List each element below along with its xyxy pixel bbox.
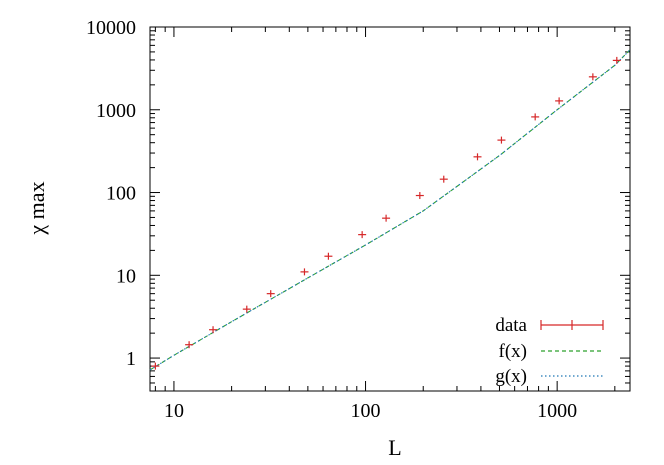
data-point bbox=[358, 231, 367, 239]
data-point bbox=[209, 326, 218, 334]
y-tick-label: 100 bbox=[106, 183, 136, 205]
data-point bbox=[324, 252, 333, 260]
legend-label-g: g(x) bbox=[495, 366, 527, 387]
data-point bbox=[531, 113, 540, 121]
data-point bbox=[588, 73, 597, 81]
data-point bbox=[612, 56, 621, 64]
legend-label-f: f(x) bbox=[499, 341, 527, 362]
x-tick-label: 10 bbox=[164, 400, 184, 422]
data-point bbox=[151, 362, 160, 370]
legend-entry-data: data bbox=[495, 315, 604, 336]
data-points bbox=[151, 56, 621, 370]
y-tick-label: 1000 bbox=[96, 100, 136, 122]
x-axis-label: L bbox=[388, 435, 401, 460]
data-point bbox=[439, 175, 448, 183]
y-axis-label: χ max bbox=[24, 181, 49, 235]
axis-ticks: 10 100 1000 1 10 100 1000 10000 bbox=[86, 17, 630, 422]
data-point bbox=[266, 290, 275, 298]
series-line-2 bbox=[149, 49, 631, 371]
x-tick-label: 100 bbox=[351, 400, 381, 422]
legend-label-data: data bbox=[495, 315, 527, 336]
data-point bbox=[185, 341, 194, 349]
y-tick-label: 10 bbox=[116, 265, 136, 287]
legend: data f(x) g(x) bbox=[495, 315, 604, 387]
data-point bbox=[300, 268, 309, 276]
legend-entry-f: f(x) bbox=[499, 341, 603, 362]
series-line-1 bbox=[149, 49, 631, 371]
y-tick-label: 1 bbox=[126, 348, 136, 370]
data-point bbox=[473, 153, 482, 161]
plot-frame bbox=[149, 26, 631, 392]
data-point bbox=[382, 214, 391, 222]
data-point bbox=[497, 136, 506, 144]
data-point bbox=[415, 192, 424, 200]
legend-entry-g: g(x) bbox=[495, 366, 603, 387]
fit-lines bbox=[149, 49, 631, 371]
y-tick-label: 10000 bbox=[86, 17, 136, 39]
x-tick-label: 1000 bbox=[537, 400, 577, 422]
data-point bbox=[242, 305, 251, 313]
data-point bbox=[555, 97, 564, 105]
